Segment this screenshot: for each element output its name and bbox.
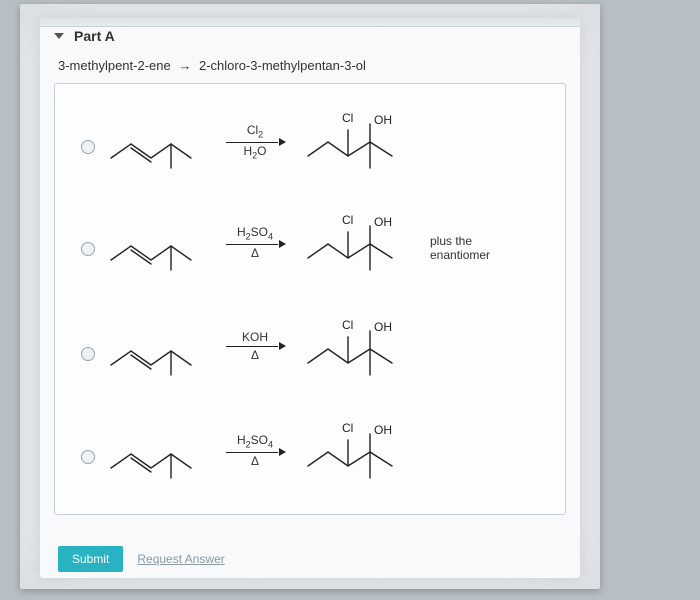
reaction-right: 2-chloro-3-methylpentan-3-ol [199,58,366,73]
oh-label: OH [374,215,392,229]
arrow-icon [226,452,284,453]
submit-button[interactable]: Submit [58,546,123,572]
reaction-left: 3-methylpent-2-ene [58,58,171,73]
arrow-icon [226,142,284,143]
cl-label: Cl [342,421,353,435]
start-molecule-icon [103,114,213,184]
reaction-text: 3-methylpent-2-ene → 2-chloro-3-methylpe… [40,50,580,83]
product-molecule-icon: Cl OH [300,416,420,496]
option-row[interactable]: H2SO4 Δ Cl OH plus theenantiomer [55,204,565,299]
radio-button[interactable] [81,450,95,464]
start-molecule [103,424,213,497]
request-answer-link[interactable]: Request Answer [137,552,224,566]
reagent-bottom: Δ [220,349,290,362]
arrow-icon [226,346,284,347]
answer-box: Cl2 H2O Cl OH H2SO4 Δ Cl [54,83,566,515]
question-panel: Part A 3-methylpent-2-ene → 2-chloro-3-m… [40,18,580,578]
option-row[interactable]: KOH Δ Cl OH [55,309,565,404]
enantiomer-note: plus theenantiomer [430,234,490,263]
chevron-down-icon [54,33,64,39]
start-molecule-icon [103,424,213,494]
start-molecule-icon [103,216,213,286]
oh-label: OH [374,320,392,334]
radio-button[interactable] [81,242,95,256]
product-molecule: Cl OH [300,208,420,291]
reagent-arrow: KOH Δ [220,331,290,362]
reagent-arrow: H2SO4 Δ [220,434,290,468]
product-molecule-icon: Cl OH [300,313,420,393]
arrow-icon [226,244,284,245]
part-title: Part A [74,28,115,44]
oh-label: OH [374,423,392,437]
cl-label: Cl [342,318,353,332]
start-molecule [103,321,213,394]
submit-row: Submit Request Answer [58,546,225,572]
cl-label: Cl [342,111,353,125]
start-molecule-icon [103,321,213,391]
product-molecule-icon: Cl OH [300,106,420,186]
option-row[interactable]: H2SO4 Δ Cl OH [55,412,565,507]
oh-label: OH [374,113,392,127]
reagent-bottom: Δ [220,247,290,260]
radio-button[interactable] [81,347,95,361]
product-molecule: Cl OH [300,416,420,499]
product-molecule: Cl OH [300,313,420,396]
product-molecule: Cl OH [300,106,420,189]
start-molecule [103,114,213,187]
start-molecule [103,216,213,289]
reagent-bottom: Δ [220,455,290,468]
reagent-arrow: Cl2 H2O [220,124,290,162]
product-molecule-icon: Cl OH [300,208,420,288]
reagent-bottom: H2O [220,145,290,161]
radio-button[interactable] [81,140,95,154]
panel-top-bar [40,18,580,27]
cl-label: Cl [342,213,353,227]
option-row[interactable]: Cl2 H2O Cl OH [55,102,565,197]
reaction-arrow: → [178,58,191,73]
reagent-arrow: H2SO4 Δ [220,226,290,260]
